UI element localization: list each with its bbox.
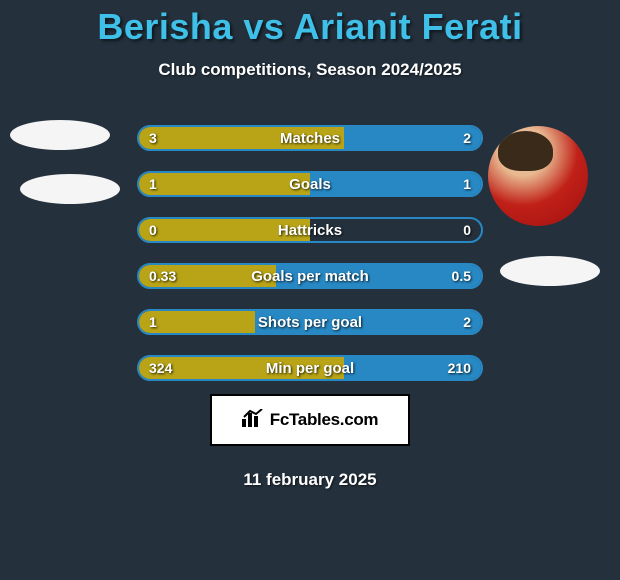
stat-label: Goals per match [139,265,481,287]
player-left-avatar-placeholder [10,120,110,150]
page-title: Berisha vs Arianit Ferati [0,0,620,48]
stat-row: 324Min per goal210 [137,355,483,381]
stat-value-right: 2 [463,311,471,333]
site-badge: FcTables.com [210,394,410,446]
stat-value-right: 0.5 [452,265,471,287]
stat-label: Min per goal [139,357,481,379]
stat-label: Matches [139,127,481,149]
stat-row: 0.33Goals per match0.5 [137,263,483,289]
stat-value-right: 0 [463,219,471,241]
site-badge-label: FcTables.com [270,410,379,430]
stat-row: 1Goals1 [137,171,483,197]
stat-value-right: 2 [463,127,471,149]
stat-row: 0Hattricks0 [137,217,483,243]
stats-comparison-block: 3Matches2 1Goals1 0Hattricks0 0.33Goals per… [137,125,483,401]
player-right-club-placeholder [500,256,600,286]
date-label: 11 february 2025 [0,470,620,490]
player-right-avatar [488,126,588,226]
stat-row: 1Shots per goal2 [137,309,483,335]
stat-label: Shots per goal [139,311,481,333]
page-subtitle: Club competitions, Season 2024/2025 [0,60,620,80]
stat-value-right: 1 [463,173,471,195]
stat-label: Hattricks [139,219,481,241]
stat-row: 3Matches2 [137,125,483,151]
chart-icon [242,409,264,432]
stat-label: Goals [139,173,481,195]
stat-value-right: 210 [448,357,471,379]
player-left-club-placeholder [20,174,120,204]
